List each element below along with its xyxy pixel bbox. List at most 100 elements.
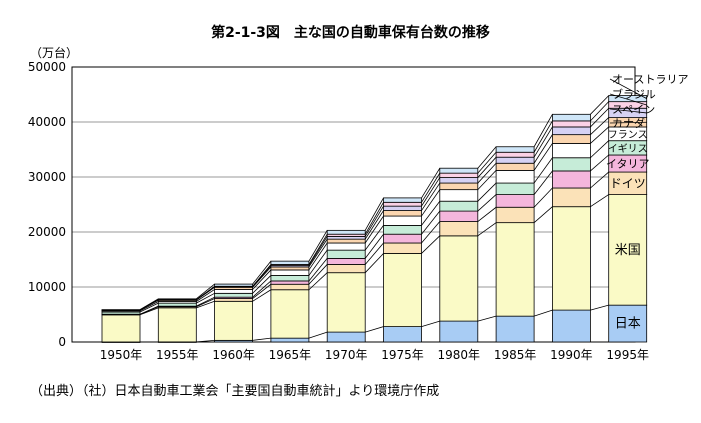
bar-segment-ドイツ (552, 187, 591, 208)
bar-segment-イギリス (157, 302, 197, 307)
connector-line (364, 197, 384, 231)
bar-segment-米国 (439, 235, 479, 322)
connector-line (308, 236, 328, 266)
bar-segment-スペイン (552, 126, 591, 136)
connector-line (477, 151, 497, 174)
series-label-ドイツ: ドイツ (610, 176, 646, 190)
bar-segment-イギリス (326, 249, 366, 259)
x-tick-label: 1990年 (550, 348, 593, 362)
x-tick-label: 1975年 (381, 348, 424, 362)
connector-line (590, 140, 609, 159)
bar-segment-オーストラリア (495, 146, 535, 153)
bar-segment-オーストラリア (101, 309, 141, 311)
series-label-オーストラリア: オーストラリア (612, 73, 688, 86)
connector-line (252, 289, 272, 302)
connector-line (139, 298, 159, 310)
bar-segment-ドイツ (439, 221, 479, 237)
connector-line (421, 189, 441, 217)
x-tick-label: 1985年 (494, 348, 537, 362)
bar-segment-スペイン (326, 235, 366, 240)
connector-line (308, 230, 328, 262)
connector-line (533, 170, 553, 195)
connector-line (364, 215, 384, 244)
connector-line (308, 331, 328, 339)
connector-line (590, 117, 609, 135)
bar-segment-フランス (495, 169, 535, 184)
connector-line (196, 296, 215, 307)
bar-segment-ドイツ (326, 264, 366, 274)
bar-segment-ブラジル (552, 120, 591, 128)
connector-line (252, 264, 272, 287)
bar-segment-オーストラリア (383, 197, 422, 203)
bar-segment-イタリア (270, 280, 310, 285)
connector-line (252, 275, 272, 294)
leader-line (609, 93, 647, 106)
bar-segment-オーストラリア (214, 283, 254, 287)
connector-line (139, 305, 159, 315)
bar-segment-日本 (383, 326, 422, 343)
connector-line (477, 170, 497, 190)
bar-segment-イタリア (439, 210, 479, 222)
bar-segment-イギリス (383, 224, 422, 235)
bar-segment-米国 (608, 194, 648, 306)
connector-line (533, 126, 553, 158)
bar-segment-カナダ (552, 134, 591, 144)
bar-segment-日本 (495, 315, 535, 343)
bar-segment-カナダ (383, 210, 422, 217)
bar-segment-イギリス (270, 275, 310, 282)
x-tick-label: 1960年 (212, 348, 255, 362)
connector-line (533, 120, 553, 153)
bar-segment-ドイツ (383, 242, 422, 254)
bar-segment-オーストラリア (157, 298, 197, 301)
bar-segment-フランス (439, 189, 479, 202)
x-tick-label: 1970年 (325, 348, 368, 362)
series-label-ブラジル: ブラジル (612, 87, 656, 101)
series-label-米国: 米国 (615, 243, 641, 258)
bar-segment-フランス (552, 143, 591, 159)
bar-segment-米国 (214, 300, 254, 341)
connector-line (477, 146, 497, 169)
connector-line (590, 107, 609, 128)
x-tick-label: 1950年 (100, 348, 143, 362)
bar-segment-ブラジル (383, 201, 422, 207)
y-tick-label: 0 (58, 335, 66, 349)
connector-line (590, 95, 609, 115)
connector-line (308, 238, 328, 268)
source-note: （出典）（社）日本自動車工業会「主要国自動車統計」より環境庁作成 (30, 384, 440, 399)
connector-line (196, 292, 215, 304)
connector-line (477, 194, 497, 212)
connector-line (252, 283, 272, 299)
connector-line (364, 233, 384, 259)
bar-segment-ブラジル (495, 151, 535, 158)
bar-segment-日本 (326, 331, 366, 343)
bar-segment-イタリア (326, 257, 366, 265)
bar-segment-イギリス (552, 157, 591, 172)
bar-segment-米国 (326, 272, 366, 333)
connector-line (421, 177, 441, 207)
connector-line (421, 221, 441, 244)
bar-segment-オーストラリア (326, 229, 366, 235)
connector-line (533, 309, 553, 317)
series-label-カナダ: カナダ (612, 116, 645, 130)
leader-line (609, 78, 647, 99)
connector-line (364, 210, 384, 240)
chart-title: 第2-1-3図 主な国の自動車保有台数の推移 (211, 25, 490, 41)
connector-line (252, 280, 272, 298)
y-tick-label: 10000 (28, 280, 66, 294)
connector-line (477, 182, 497, 202)
bar-segment-イタリア (552, 170, 591, 189)
bar-segment-米国 (552, 206, 591, 311)
connector-line (477, 156, 497, 178)
connector-line (533, 114, 553, 147)
connector-line (590, 171, 609, 189)
connector-line (533, 157, 553, 184)
connector-line (139, 307, 159, 316)
leader-line (609, 121, 647, 124)
connector-line (252, 269, 272, 290)
bar-segment-フランス (383, 215, 422, 226)
y-axis-unit-label: （万台） (30, 46, 79, 60)
bar-segment-米国 (270, 289, 310, 339)
connector-line (421, 320, 440, 327)
connector-line (139, 301, 159, 312)
connector-line (533, 206, 553, 223)
